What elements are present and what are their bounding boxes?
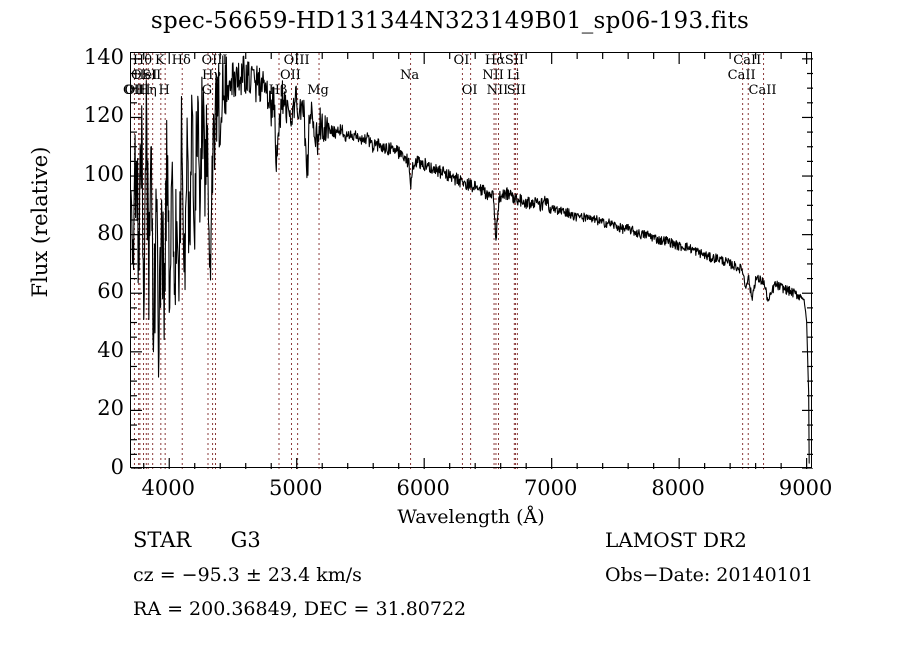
y-tick-label: 60 — [97, 279, 124, 304]
x-axis-tick-labels: 4000 5000 6000 7000 8000 9000 — [130, 476, 833, 502]
survey-name: LAMOST DR2 — [605, 528, 747, 552]
axis-tick-group — [131, 53, 813, 469]
y-tick-label: 100 — [83, 162, 124, 187]
x-tick-label: 8000 — [651, 476, 705, 500]
spectrum-trace — [131, 55, 810, 464]
y-axis-tick-labels: 0 20 40 60 80 100 120 140 — [56, 46, 124, 477]
page-title: spec-56659-HD131344N323149B01_sp06-193.f… — [150, 8, 750, 34]
coordinates: RA = 200.36849, DEC = 31.80722 — [133, 598, 467, 620]
observation-date: Obs−Date: 20140101 — [605, 564, 813, 586]
y-tick-label: 120 — [83, 103, 124, 128]
metadata-footer: STAR G3 cz = −95.3 ± 23.4 km/s RA = 200.… — [0, 528, 900, 638]
x-axis-label: Wavelength (Å) — [397, 506, 545, 528]
x-tick-label: 6000 — [396, 476, 450, 500]
y-tick-label: 20 — [97, 396, 124, 421]
y-tick-label: 40 — [97, 337, 124, 362]
line-marker-group — [133, 53, 765, 469]
y-axis-label: Flux (relative) — [28, 146, 52, 298]
y-tick-label: 0 — [110, 455, 124, 479]
x-tick-label: 4000 — [141, 476, 195, 500]
radial-velocity: cz = −95.3 ± 23.4 km/s — [133, 564, 362, 586]
plot-frame — [130, 52, 813, 469]
object-type-and-class: STAR G3 — [133, 528, 261, 552]
spectral-class: G3 — [230, 528, 261, 552]
spectrum-canvas — [131, 53, 813, 469]
x-tick-label: 5000 — [268, 476, 323, 500]
y-tick-label: 80 — [97, 220, 124, 245]
object-type: STAR — [133, 528, 192, 552]
y-tick-label: 140 — [83, 44, 124, 69]
x-tick-label: 9000 — [778, 476, 833, 500]
x-tick-label: 7000 — [523, 476, 578, 500]
